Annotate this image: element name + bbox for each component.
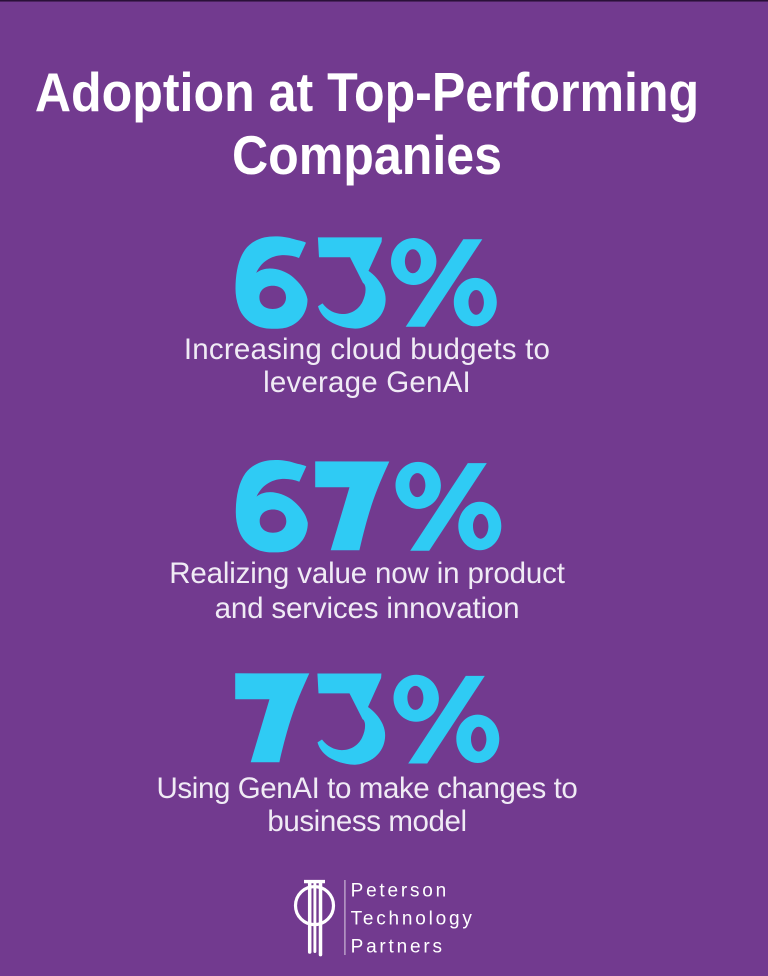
svg-text:Partners: Partners [351, 936, 445, 957]
svg-text:Peterson: Peterson [351, 880, 449, 901]
svg-text:Technology: Technology [351, 908, 475, 929]
